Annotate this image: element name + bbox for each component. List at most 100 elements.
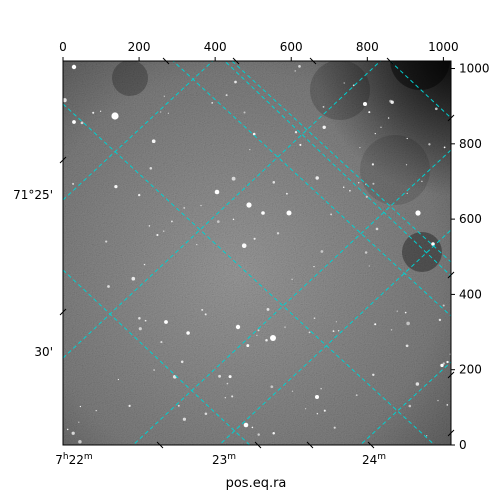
star [428,143,431,146]
star [304,408,307,410]
star [313,265,315,268]
dark-nebulae [112,61,450,272]
star [315,176,319,180]
star [257,433,260,436]
grid-tick [254,441,262,449]
star [365,195,368,198]
star [372,182,375,185]
right-tick-label: 200 [459,363,482,377]
star [138,193,141,197]
star [316,412,319,415]
star [211,101,214,104]
star [156,233,159,237]
ra-axis: 7h22m 23m 24m [55,452,386,467]
coordinate-grid [63,61,451,445]
star [272,432,275,435]
star [153,369,156,371]
grid-line [63,103,436,445]
star [294,70,297,72]
star [231,395,234,398]
dark-blob [402,232,442,272]
star [234,80,237,84]
star [332,330,335,332]
right-tick-label: 800 [459,137,482,151]
star [442,304,445,307]
star [117,378,119,381]
star [322,106,325,108]
star [249,148,251,151]
star [406,192,408,195]
star [343,82,345,84]
grid-tick [59,156,67,164]
star [313,317,316,319]
bright-star [415,210,421,216]
star [107,285,110,288]
grid-tick [386,57,394,65]
star [183,206,186,209]
star [387,117,390,119]
star [270,385,274,389]
star [405,164,408,166]
star [251,426,254,429]
bright-star [315,395,319,399]
star [368,265,370,267]
star [232,218,235,221]
star [196,243,198,246]
grid-line [63,61,214,201]
grid-tick [447,271,455,279]
star [143,263,146,266]
grid-tick [306,441,314,449]
star [253,237,256,240]
star [374,323,377,326]
ra-tick-label: 23m [212,452,236,467]
star [342,186,345,189]
grid-line [359,361,451,445]
dark-blob [360,135,430,205]
star [405,344,409,348]
star [266,307,270,311]
star [320,250,324,253]
star [359,146,361,149]
star [438,318,442,322]
star [291,390,294,392]
star [415,382,420,386]
star [180,360,184,364]
star [224,397,226,399]
star [434,107,438,111]
star [148,225,151,227]
star [408,404,412,408]
grid-line [63,269,251,445]
star [79,405,82,408]
top-tick-label: 800 [356,40,379,54]
star [226,382,229,385]
right-tick-label: 1000 [459,62,490,76]
grid-line [218,229,451,445]
top-tick-label: 200 [128,40,151,54]
grid-tick [162,57,170,65]
stars [63,64,451,444]
star [144,319,147,322]
bright-star [261,211,265,215]
star [243,111,246,114]
grid-tick [447,429,455,437]
star [241,243,247,249]
star [333,426,336,429]
star [368,111,371,114]
grid-tick [232,57,240,65]
star [63,98,67,103]
dark-blob [112,61,148,96]
star [246,344,250,348]
star [349,189,351,192]
right-tick-label: 0 [459,438,467,452]
star [128,404,131,408]
star [163,230,165,232]
star [337,330,340,332]
star [390,100,394,104]
star [257,329,260,332]
star [322,125,326,130]
star [421,180,423,183]
plot-frame [62,60,452,446]
star [256,334,258,336]
star [335,321,338,323]
